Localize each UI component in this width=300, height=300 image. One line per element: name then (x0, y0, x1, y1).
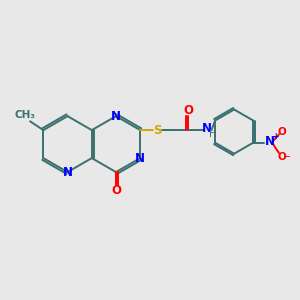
Text: O: O (183, 104, 193, 118)
Text: −: − (283, 152, 291, 162)
Text: N: N (202, 122, 212, 135)
Text: S: S (153, 124, 162, 136)
Text: H: H (209, 129, 217, 139)
Text: N: N (63, 166, 73, 178)
Text: N: N (265, 135, 275, 148)
Text: O: O (278, 152, 286, 162)
Text: N: N (135, 152, 145, 165)
Text: +: + (272, 132, 278, 141)
Text: O: O (278, 127, 286, 137)
Text: O: O (111, 184, 121, 197)
Text: CH₃: CH₃ (14, 110, 35, 120)
Text: N: N (111, 110, 121, 123)
